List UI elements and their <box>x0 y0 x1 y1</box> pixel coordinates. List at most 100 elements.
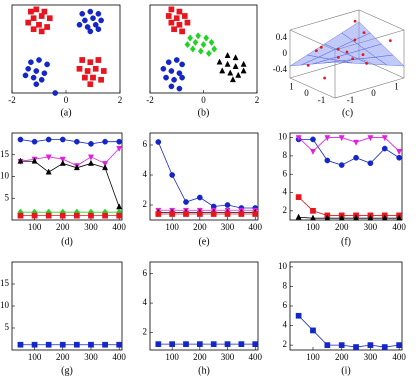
marker <box>224 60 231 67</box>
marker <box>183 199 189 205</box>
marker <box>367 135 374 142</box>
x-tick-label: 400 <box>112 352 126 362</box>
marker <box>210 211 217 217</box>
marker <box>74 341 80 348</box>
x-tick-label: 0 <box>201 95 206 105</box>
x-tick-label: 300 <box>84 352 98 362</box>
marker <box>173 57 180 63</box>
marker <box>45 341 52 348</box>
marker <box>163 74 169 81</box>
point <box>315 49 318 53</box>
point <box>345 50 349 54</box>
marker <box>38 13 45 19</box>
marker <box>168 83 175 90</box>
y-tick-label: 10 <box>0 171 10 181</box>
marker <box>116 138 123 145</box>
box-edge <box>358 9 405 31</box>
marker <box>17 212 24 219</box>
marker <box>17 341 24 348</box>
marker <box>25 65 32 72</box>
marker <box>116 203 123 210</box>
marker <box>95 57 102 63</box>
marker <box>183 211 189 217</box>
marker <box>367 160 374 167</box>
marker <box>203 34 210 42</box>
marker <box>168 19 175 26</box>
marker <box>169 211 176 217</box>
marker <box>396 342 402 348</box>
x-tick-label: 400 <box>112 222 126 232</box>
marker <box>59 212 66 219</box>
marker <box>179 74 185 81</box>
marker <box>396 154 402 161</box>
marker <box>88 212 94 219</box>
x-tick-label: 300 <box>364 222 378 232</box>
x-tick-label: 100 <box>165 222 179 232</box>
x-tick-label: 100 <box>165 352 179 362</box>
marker <box>169 341 176 347</box>
marker <box>196 194 203 201</box>
marker <box>59 156 66 163</box>
marker <box>87 8 94 15</box>
marker <box>353 154 359 161</box>
y-tick-label: 8 <box>283 281 288 291</box>
marker <box>165 13 172 19</box>
marker <box>82 17 88 24</box>
marker <box>396 214 403 221</box>
point <box>388 39 392 43</box>
marker <box>197 47 204 55</box>
marker <box>30 74 37 81</box>
marker <box>46 15 53 22</box>
marker <box>224 211 231 217</box>
point <box>351 57 355 61</box>
axes-frame <box>11 132 123 221</box>
marker <box>41 70 48 77</box>
marker <box>232 54 239 61</box>
marker <box>90 15 96 22</box>
y-tick-label: 8 <box>283 150 288 160</box>
marker <box>184 19 191 26</box>
marker <box>28 59 34 66</box>
y-tick-label: 6 <box>143 268 148 278</box>
point <box>306 63 310 67</box>
marker <box>84 68 91 74</box>
x-tick-label: 400 <box>248 222 262 232</box>
y-tick-label: 4 <box>143 297 148 307</box>
marker <box>295 213 302 220</box>
y-tick-label: 4 <box>283 320 288 330</box>
x-tick-label: -1 <box>318 95 326 105</box>
marker <box>100 68 107 74</box>
caption: (d) <box>61 236 73 247</box>
marker <box>381 145 388 152</box>
caption: (h) <box>198 365 210 376</box>
marker <box>74 138 80 145</box>
x-tick-label: -2 <box>146 95 154 105</box>
marker <box>238 341 245 347</box>
marker <box>205 49 212 57</box>
marker <box>229 76 236 83</box>
marker <box>176 85 183 92</box>
marker <box>155 341 162 347</box>
x-tick-label: 200 <box>193 222 207 232</box>
marker <box>59 159 66 166</box>
point <box>323 76 326 80</box>
marker <box>87 154 94 161</box>
x-tick-label: 200 <box>335 222 349 232</box>
marker <box>324 157 331 164</box>
marker <box>45 136 52 143</box>
point <box>353 19 357 23</box>
y-tick-label: 5 <box>5 192 10 202</box>
marker <box>338 342 345 348</box>
marker <box>102 341 108 348</box>
marker <box>192 38 199 46</box>
point <box>336 55 340 59</box>
marker <box>92 21 99 28</box>
marker <box>102 164 109 171</box>
x-tick-label: 400 <box>248 352 262 362</box>
marker <box>200 41 207 49</box>
marker <box>224 51 231 58</box>
point <box>362 31 366 35</box>
x-tick-label: 300 <box>221 222 235 232</box>
marker <box>252 341 259 347</box>
